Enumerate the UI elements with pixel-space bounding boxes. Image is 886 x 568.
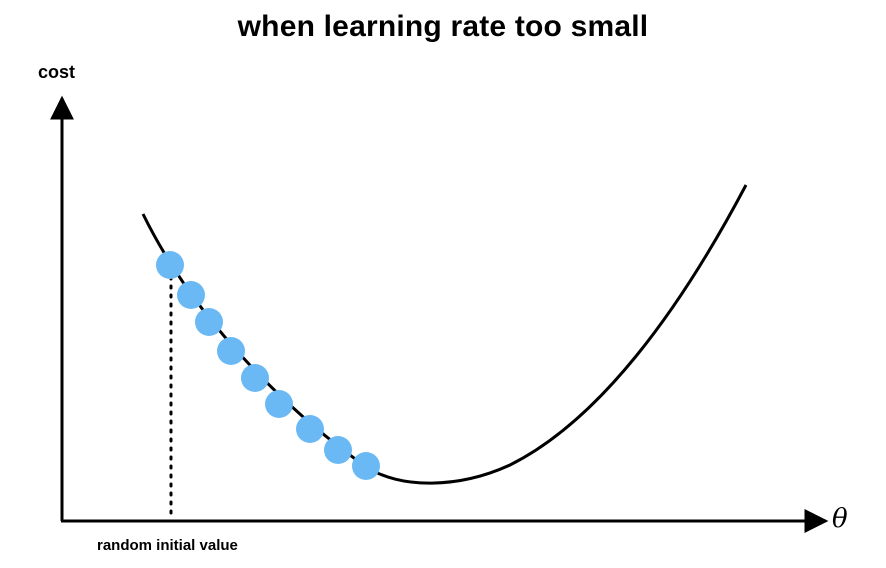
step-dot [324, 436, 352, 464]
x-axis-label: θ [832, 504, 848, 534]
step-dot [265, 390, 293, 418]
diagram-title: when learning rate too small [237, 10, 649, 43]
cost-curve [141, 184, 748, 485]
y-axis-label: cost [38, 62, 76, 82]
step-dot [241, 364, 269, 392]
step-dot [177, 281, 205, 309]
step-dot [156, 251, 184, 279]
step-dot [352, 452, 380, 480]
step-dot [195, 308, 223, 336]
step-dot [217, 337, 245, 365]
step-dot [296, 415, 324, 443]
step-dots [156, 251, 380, 480]
initial-value-label: random initial value [97, 537, 238, 554]
